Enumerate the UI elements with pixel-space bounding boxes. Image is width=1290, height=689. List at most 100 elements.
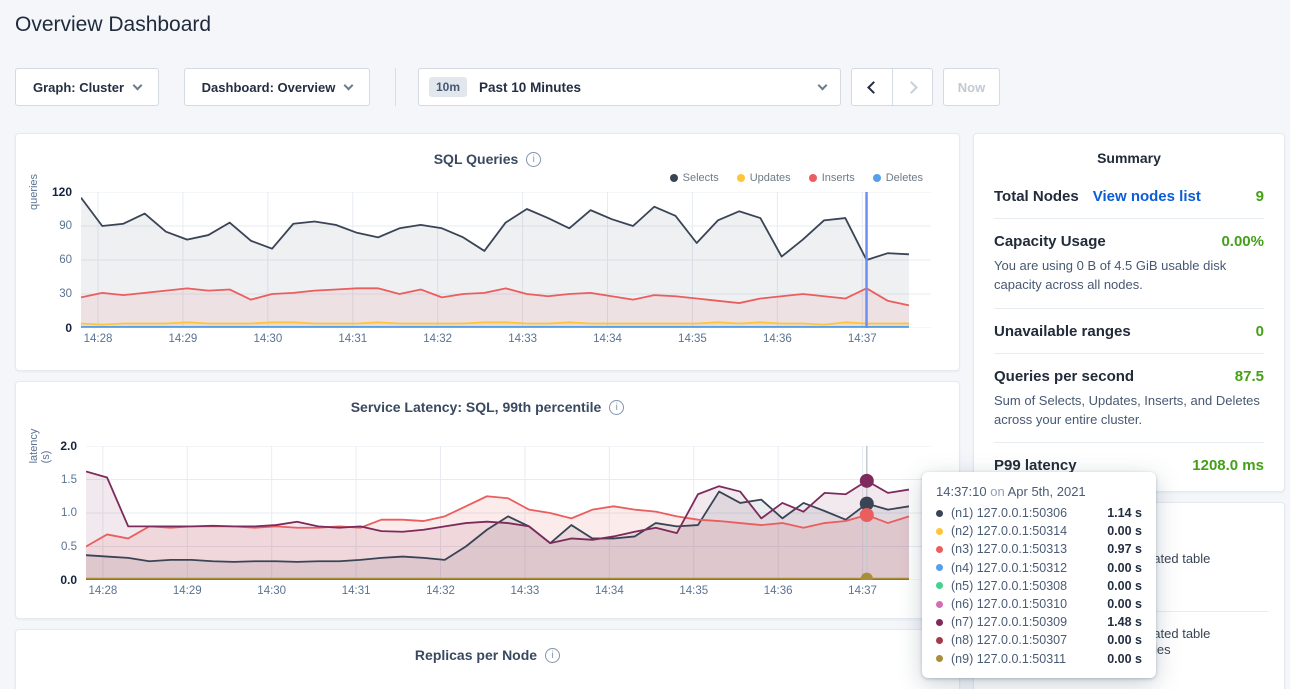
legend-item-deletes[interactable]: Deletes — [873, 172, 923, 184]
legend-item-inserts[interactable]: Inserts — [809, 172, 855, 184]
tooltip-node-row: (n9) 127.0.0.1:503110.00 s — [936, 650, 1142, 668]
x-tick-label: 14:28 — [88, 585, 117, 597]
y-tick-label: 60 — [59, 254, 72, 266]
chart-legend: Selects Updates Inserts Deletes — [16, 168, 959, 184]
legend-dot — [737, 174, 745, 182]
legend-item-updates[interactable]: Updates — [737, 172, 791, 184]
x-tick-label: 14:32 — [423, 333, 452, 345]
y-tick-label: 30 — [59, 288, 72, 300]
summary-row-capacity: Capacity Usage 0.00% You are using 0 B o… — [994, 218, 1264, 308]
x-tick-label: 14:30 — [253, 333, 282, 345]
summary-row-qps: Queries per second 87.5 Sum of Selects, … — [994, 353, 1264, 443]
hover-point — [860, 508, 874, 522]
time-step-buttons — [851, 68, 933, 106]
dashboard-dropdown-label: Dashboard: Overview — [202, 80, 336, 95]
unavailable-ranges-value: 0 — [1256, 323, 1264, 340]
chevron-down-icon — [818, 80, 828, 90]
tooltip-node-row: (n4) 127.0.0.1:503120.00 s — [936, 559, 1142, 577]
x-tick-label: 14:30 — [257, 585, 286, 597]
x-tick-label: 14:36 — [764, 585, 793, 597]
y-tick-label: 1.0 — [61, 507, 77, 519]
x-tick-label: 14:35 — [678, 333, 707, 345]
series-dot — [936, 619, 943, 626]
time-range-dropdown[interactable]: 10m Past 10 Minutes — [418, 68, 841, 106]
y-tick-label: 90 — [59, 220, 72, 232]
tooltip-node-row: (n5) 127.0.0.1:503080.00 s — [936, 577, 1142, 595]
chevron-down-icon — [344, 80, 354, 90]
replicas-per-node-panel: Replicas per Node i — [15, 629, 960, 689]
dashboard-dropdown[interactable]: Dashboard: Overview — [184, 68, 370, 106]
chart-title: Replicas per Node — [415, 647, 537, 663]
tooltip-node-row: (n8) 127.0.0.1:503070.00 s — [936, 631, 1142, 649]
summary-row-total-nodes: Total Nodes View nodes list 9 — [994, 174, 1264, 218]
capacity-value: 0.00% — [1221, 233, 1264, 250]
legend-dot — [670, 174, 678, 182]
chevron-right-icon — [905, 81, 918, 94]
prev-time-button[interactable] — [852, 69, 892, 105]
x-tick-label: 14:33 — [511, 585, 540, 597]
x-tick-label: 14:31 — [342, 585, 371, 597]
y-tick-label: 2.0 — [60, 439, 77, 453]
tooltip-node-row: (n6) 127.0.0.1:503100.00 s — [936, 595, 1142, 613]
service-latency-chart[interactable] — [86, 446, 931, 580]
y-tick-label: 120 — [52, 185, 72, 199]
x-tick-label: 14:35 — [679, 585, 708, 597]
chevron-left-icon — [867, 81, 880, 94]
series-dot — [936, 528, 943, 535]
total-nodes-label: Total Nodes — [994, 188, 1079, 205]
now-button-label: Now — [958, 80, 985, 95]
summary-title: Summary — [994, 150, 1264, 166]
graph-dropdown[interactable]: Graph: Cluster — [15, 68, 159, 106]
legend-item-selects[interactable]: Selects — [670, 172, 719, 184]
legend-dot — [809, 174, 817, 182]
hover-point — [860, 474, 874, 488]
graph-dropdown-label: Graph: Cluster — [33, 80, 124, 95]
y-tick-label: 0.0 — [60, 573, 77, 587]
series-dot — [936, 582, 943, 589]
info-icon[interactable]: i — [609, 400, 624, 415]
tooltip-node-row: (n7) 127.0.0.1:503091.48 s — [936, 613, 1142, 631]
x-tick-label: 14:33 — [508, 333, 537, 345]
sql-queries-panel: SQL Queries i Selects Updates Inserts De… — [15, 133, 960, 371]
service-latency-panel: Service Latency: SQL, 99th percentile i … — [15, 381, 960, 619]
time-range-label: Past 10 Minutes — [479, 80, 581, 95]
capacity-description: You are using 0 B of 4.5 GiB usable disk… — [994, 257, 1264, 295]
x-axis: 14:2814:2914:3014:3114:3214:3314:3414:35… — [86, 580, 931, 598]
capacity-label: Capacity Usage — [994, 233, 1106, 250]
next-time-button[interactable] — [892, 69, 932, 105]
charts-column: SQL Queries i Selects Updates Inserts De… — [15, 133, 960, 689]
series-dot — [936, 564, 943, 571]
total-nodes-value: 9 — [1256, 188, 1264, 205]
time-range-badge: 10m — [429, 77, 467, 97]
series-dot — [936, 655, 943, 662]
x-tick-label: 14:28 — [84, 333, 113, 345]
qps-value: 87.5 — [1235, 368, 1264, 385]
chart-hover-tooltip: 14:37:10 on Apr 5th, 2021 (n1) 127.0.0.1… — [922, 472, 1156, 678]
chevron-down-icon — [133, 80, 143, 90]
qps-description: Sum of Selects, Updates, Inserts, and De… — [994, 392, 1264, 430]
y-tick-label: 0 — [65, 321, 72, 335]
qps-label: Queries per second — [994, 368, 1134, 385]
now-button[interactable]: Now — [943, 68, 1000, 106]
info-icon[interactable]: i — [526, 152, 541, 167]
y-tick-label: 0.5 — [61, 541, 77, 553]
x-tick-label: 14:29 — [169, 333, 198, 345]
view-nodes-list-link[interactable]: View nodes list — [1093, 188, 1201, 205]
series-dot — [936, 637, 943, 644]
x-axis: 14:28 14:29 14:30 14:31 14:32 14:33 14:34 14:35… — [81, 328, 931, 346]
series-dot — [936, 546, 943, 553]
x-tick-label: 14:36 — [763, 333, 792, 345]
toolbar: Graph: Cluster Dashboard: Overview 10m P… — [15, 68, 1000, 106]
sql-queries-chart[interactable] — [81, 192, 931, 328]
info-icon[interactable]: i — [545, 648, 560, 663]
toolbar-divider — [395, 68, 396, 106]
tooltip-node-row: (n2) 127.0.0.1:503140.00 s — [936, 522, 1142, 540]
series-dot — [936, 601, 943, 608]
chart-title: SQL Queries — [434, 151, 519, 167]
summary-panel: Summary Total Nodes View nodes list 9 Ca… — [973, 133, 1285, 492]
x-tick-label: 14:34 — [593, 333, 622, 345]
summary-row-unavailable: Unavailable ranges 0 — [994, 308, 1264, 353]
x-tick-label: 14:34 — [595, 585, 624, 597]
unavailable-ranges-label: Unavailable ranges — [994, 323, 1131, 340]
x-tick-label: 14:31 — [338, 333, 367, 345]
